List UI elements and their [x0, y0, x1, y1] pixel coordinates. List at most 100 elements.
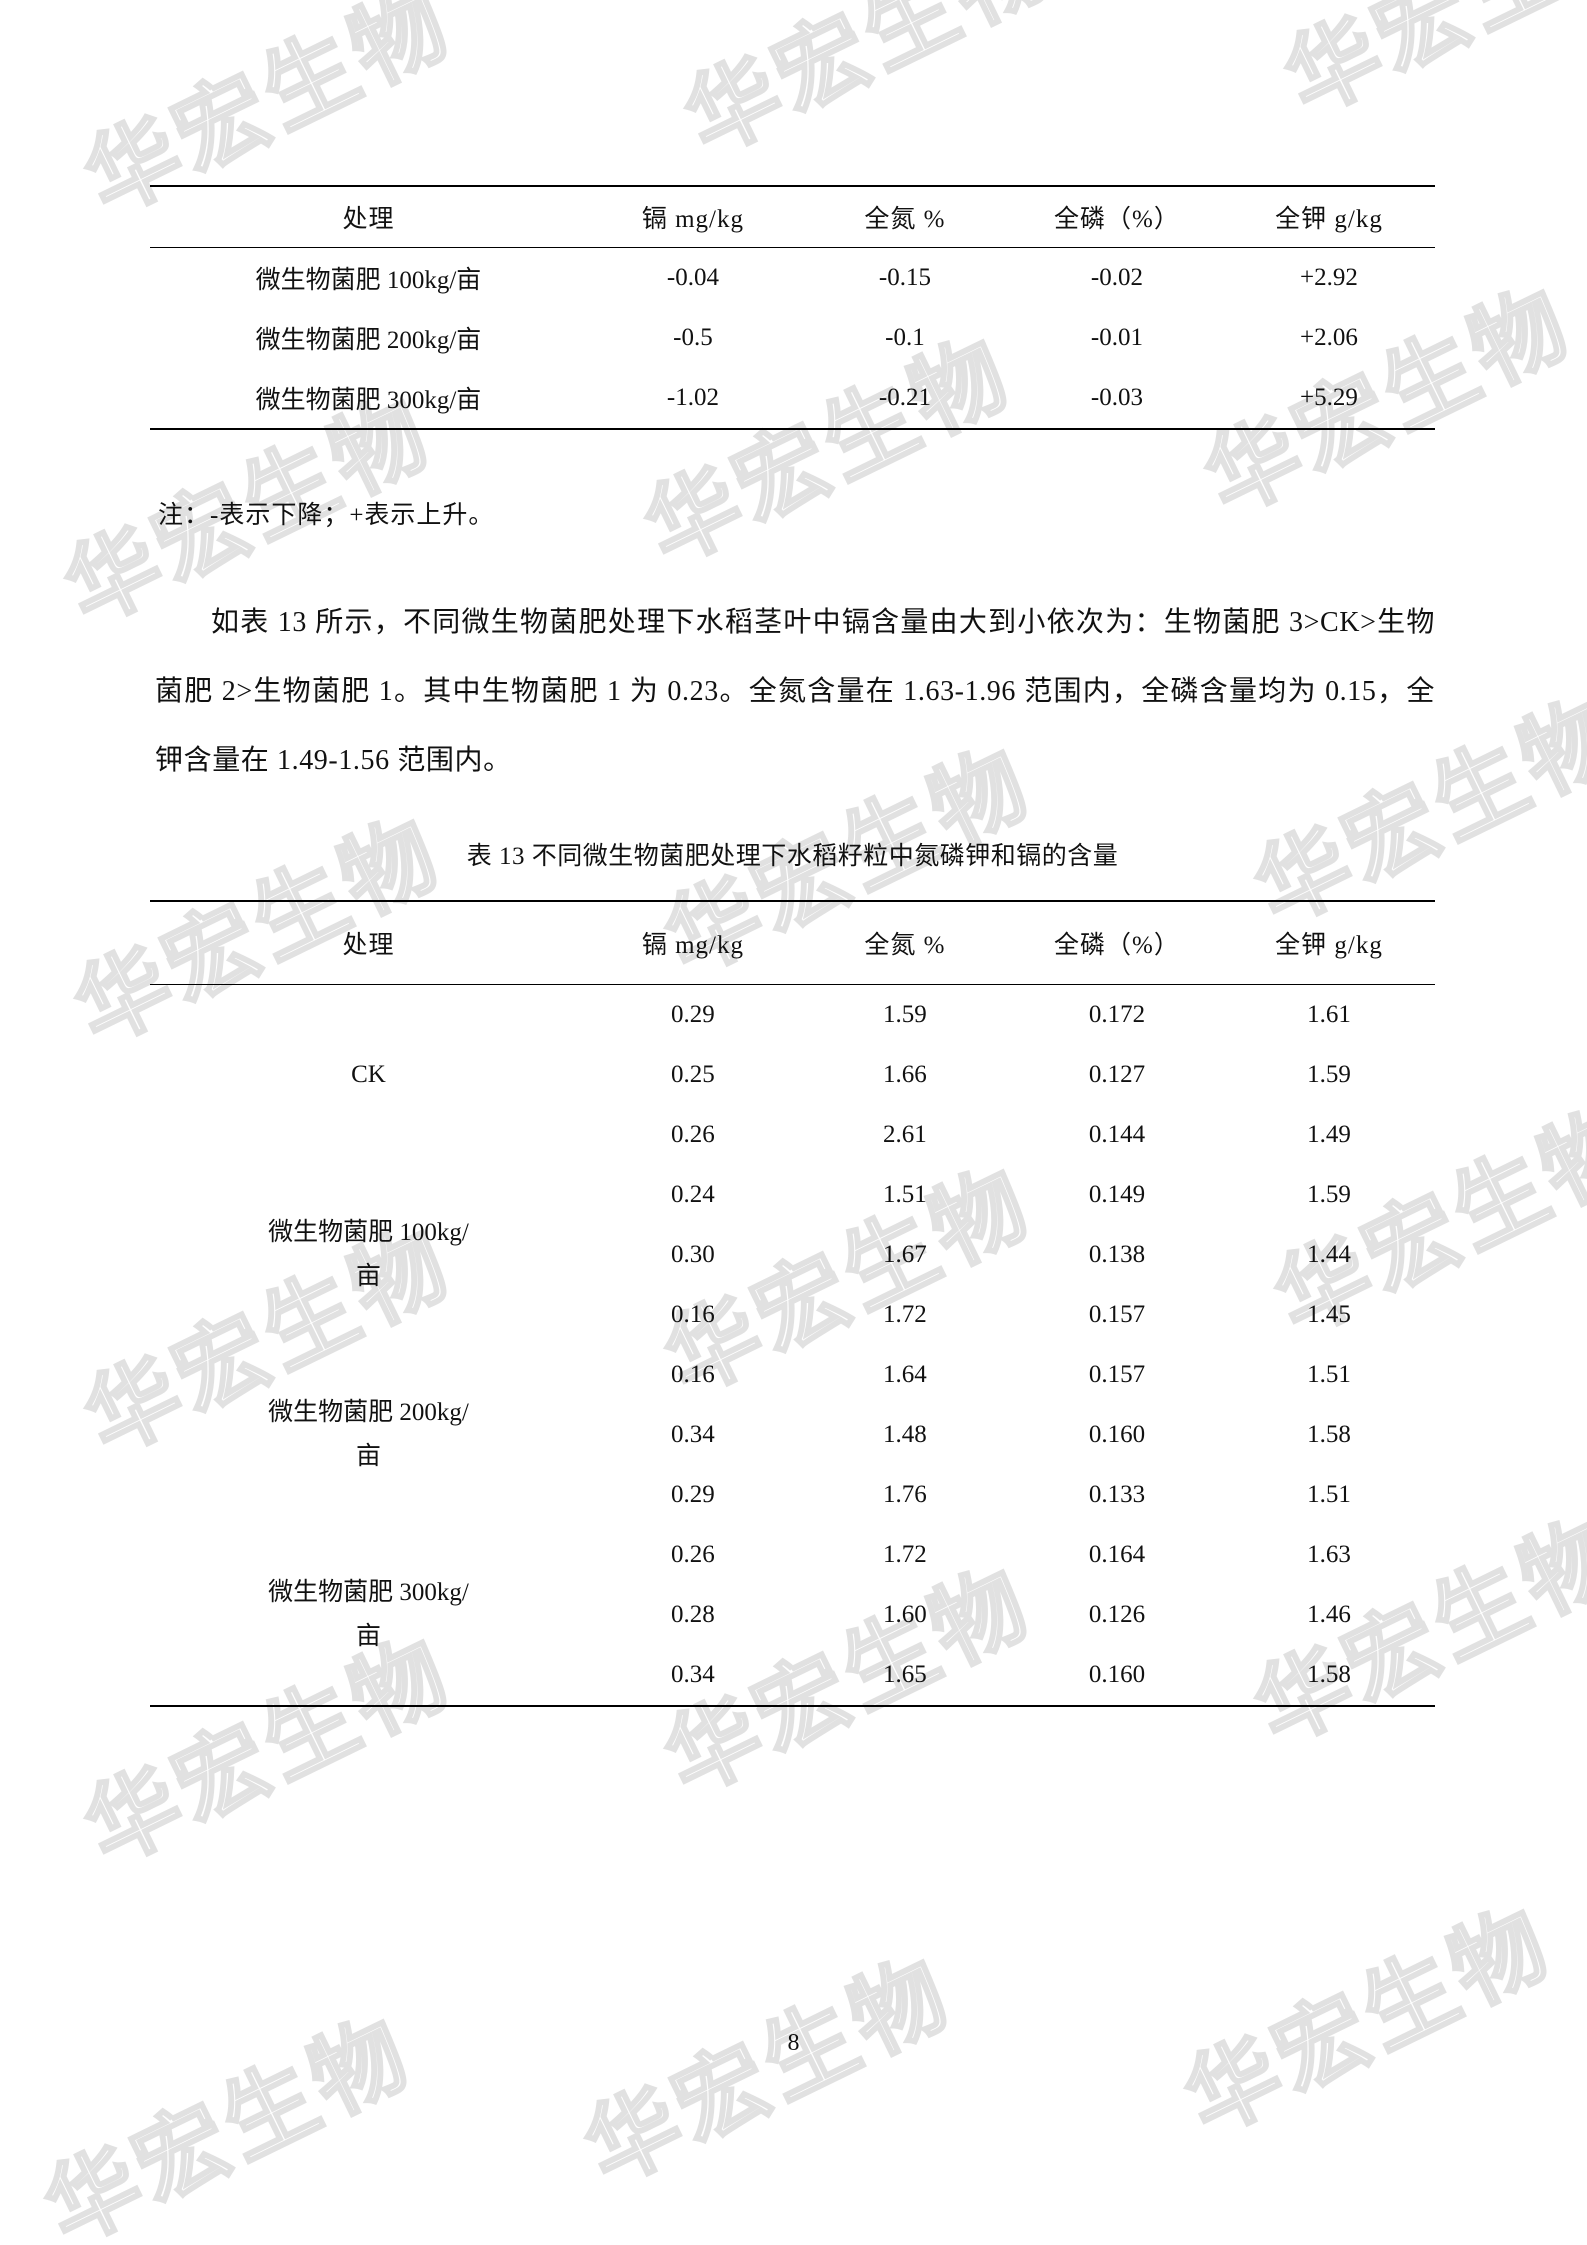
- table-row: 微生物菌肥 100kg/亩 -0.04 -0.15 -0.02 +2.92: [150, 248, 1435, 309]
- body-paragraph: 如表 13 所示，不同微生物菌肥处理下水稻茎叶中镉含量由大到小依次为：生物菌肥 …: [155, 607, 1435, 776]
- cell-nitrogen: 1.64: [883, 1361, 927, 1388]
- cell-nitrogen: 1.66: [883, 1061, 927, 1088]
- cell-nitrogen: 1.76: [883, 1481, 927, 1508]
- table-header-row: 处理 镉 mg/kg 全氮 % 全磷（%） 全钾 g/kg: [150, 901, 1435, 985]
- table-13-header: 处理 镉 mg/kg 全氮 % 全磷（%） 全钾 g/kg: [150, 901, 1435, 985]
- cell-potassium: +5.29: [1300, 384, 1358, 411]
- treatment-line-1: 微生物菌肥 100kg/: [268, 1219, 469, 1246]
- cell-potassium: +2.92: [1300, 264, 1358, 291]
- cell-potassium: 1.44: [1307, 1241, 1351, 1268]
- cell-phosphorus: 0.157: [1088, 1301, 1146, 1328]
- cell-treatment: 微生物菌肥 300kg/亩: [255, 387, 482, 414]
- table-row: 0.26 2.61 0.144 1.49: [150, 1105, 1435, 1165]
- cell-nitrogen: 1.51: [883, 1181, 927, 1208]
- page-number: 8: [787, 2030, 800, 2056]
- column-header-treatment: 处理: [150, 186, 587, 248]
- cell-cadmium: 0.16: [671, 1361, 715, 1388]
- table-12-container: 处理 镉 mg/kg 全氮 % 全磷（%） 全钾 g/kg 微生物菌肥 100k…: [150, 185, 1435, 430]
- table-row: 微生物菌肥 100kg/ 亩 0.24 1.51 0.149 1.59: [150, 1165, 1435, 1290]
- table-row: 0.30 1.67 0.138 1.44: [150, 1225, 1435, 1285]
- cell-phosphorus: 0.160: [1088, 1661, 1146, 1688]
- cell-cadmium: 0.16: [671, 1301, 715, 1328]
- cell-nitrogen: -0.15: [878, 264, 931, 291]
- table-row: 微生物菌肥 300kg/ 亩 0.26 1.72 0.164 1.63: [150, 1525, 1435, 1650]
- cell-cadmium: 0.25: [671, 1061, 715, 1088]
- treatment-line-1: 微生物菌肥 200kg/: [268, 1399, 469, 1426]
- cell-phosphorus: 0.149: [1088, 1181, 1146, 1208]
- cell-nitrogen: 1.48: [883, 1421, 927, 1448]
- treatment-line-2: 亩: [355, 1623, 381, 1650]
- column-header-phosphorus: 全磷（%）: [1010, 186, 1223, 248]
- cell-potassium: 1.63: [1307, 1541, 1351, 1568]
- column-header-potassium: 全钾 g/kg: [1222, 901, 1435, 985]
- cell-phosphorus: 0.172: [1088, 1001, 1146, 1028]
- cell-phosphorus: -0.02: [1090, 264, 1143, 291]
- table-13-body: CK 0.29 1.59 0.172 1.61 0.25 1.66 0.127 …: [150, 985, 1435, 1707]
- treatment-line-2: 亩: [355, 1443, 381, 1470]
- table-row: CK 0.29 1.59 0.172 1.61: [150, 985, 1435, 1088]
- cell-nitrogen: 2.61: [883, 1121, 927, 1148]
- cell-potassium: 1.59: [1307, 1061, 1351, 1088]
- table-row: 0.16 1.72 0.157 1.45: [150, 1285, 1435, 1345]
- cell-cadmium: -0.04: [666, 264, 719, 291]
- cell-phosphorus: 0.144: [1088, 1121, 1146, 1148]
- table-row: 0.25 1.66 0.127 1.59: [150, 1045, 1435, 1105]
- cell-potassium: 1.51: [1307, 1361, 1351, 1388]
- table-13-container: 处理 镉 mg/kg 全氮 % 全磷（%） 全钾 g/kg CK 0.29 1.…: [150, 900, 1435, 1707]
- treatment-line-1: 微生物菌肥 300kg/: [268, 1579, 469, 1606]
- table-row: 微生物菌肥 300kg/亩 -1.02 -0.21 -0.03 +5.29: [150, 368, 1435, 429]
- column-header-nitrogen: 全氮 %: [798, 186, 1011, 248]
- column-header-cadmium: 镉 mg/kg: [586, 901, 799, 985]
- table-13-caption: 表 13 不同微生物菌肥处理下水稻籽粒中氮磷钾和镉的含量: [466, 843, 1119, 870]
- cell-phosphorus: -0.01: [1090, 324, 1143, 351]
- table-12: 处理 镉 mg/kg 全氮 % 全磷（%） 全钾 g/kg 微生物菌肥 100k…: [150, 185, 1435, 430]
- cell-treatment: 微生物菌肥 200kg/亩: [255, 327, 482, 354]
- cell-phosphorus: 0.157: [1088, 1361, 1146, 1388]
- cell-nitrogen: 1.67: [883, 1241, 927, 1268]
- cell-potassium: +2.06: [1300, 324, 1358, 351]
- cell-phosphorus: 0.126: [1088, 1601, 1146, 1628]
- table-row: 0.29 1.76 0.133 1.51: [150, 1465, 1435, 1525]
- table-13: 处理 镉 mg/kg 全氮 % 全磷（%） 全钾 g/kg CK 0.29 1.…: [150, 900, 1435, 1707]
- cell-phosphorus: 0.133: [1088, 1481, 1146, 1508]
- cell-nitrogen: 1.65: [883, 1661, 927, 1688]
- cell-cadmium: -1.02: [666, 384, 719, 411]
- cell-treatment: 微生物菌肥 100kg/亩: [255, 267, 482, 294]
- column-header-phosphorus: 全磷（%）: [1010, 901, 1223, 985]
- cell-nitrogen: 1.59: [883, 1001, 927, 1028]
- cell-potassium: 1.59: [1307, 1181, 1351, 1208]
- table-row: 0.34 1.48 0.160 1.58: [150, 1405, 1435, 1465]
- cell-potassium: 1.58: [1307, 1661, 1351, 1688]
- cell-phosphorus: 0.160: [1088, 1421, 1146, 1448]
- cell-treatment-group: 微生物菌肥 100kg/ 亩: [150, 1165, 587, 1345]
- cell-phosphorus: 0.127: [1088, 1061, 1146, 1088]
- cell-cadmium: 0.30: [671, 1241, 715, 1268]
- cell-nitrogen: 1.72: [883, 1541, 927, 1568]
- cell-nitrogen: 1.60: [883, 1601, 927, 1628]
- cell-phosphorus: -0.03: [1090, 384, 1143, 411]
- cell-cadmium: 0.26: [671, 1121, 715, 1148]
- cell-nitrogen: -0.1: [885, 324, 925, 351]
- table-row: 0.28 1.60 0.126 1.46: [150, 1585, 1435, 1645]
- cell-cadmium: 0.34: [671, 1421, 715, 1448]
- table-row: 微生物菌肥 200kg/ 亩 0.16 1.64 0.157 1.51: [150, 1345, 1435, 1470]
- table-note: 注：-表示下降；+表示上升。: [158, 502, 495, 529]
- column-header-treatment: 处理: [150, 901, 587, 985]
- cell-phosphorus: 0.164: [1088, 1541, 1146, 1568]
- cell-cadmium: 0.34: [671, 1661, 715, 1688]
- cell-cadmium: 0.26: [671, 1541, 715, 1568]
- cell-treatment-group: 微生物菌肥 200kg/ 亩: [150, 1345, 587, 1525]
- cell-cadmium: 0.29: [671, 1001, 715, 1028]
- cell-treatment-group: 微生物菌肥 300kg/ 亩: [150, 1525, 587, 1706]
- cell-potassium: 1.45: [1307, 1301, 1351, 1328]
- table-12-header: 处理 镉 mg/kg 全氮 % 全磷（%） 全钾 g/kg: [150, 186, 1435, 248]
- cell-potassium: 1.46: [1307, 1601, 1351, 1628]
- cell-cadmium: 0.24: [671, 1181, 715, 1208]
- treatment-line-2: 亩: [355, 1263, 381, 1290]
- cell-potassium: 1.51: [1307, 1481, 1351, 1508]
- table-row: 微生物菌肥 200kg/亩 -0.5 -0.1 -0.01 +2.06: [150, 308, 1435, 368]
- table-header-row: 处理 镉 mg/kg 全氮 % 全磷（%） 全钾 g/kg: [150, 186, 1435, 248]
- cell-nitrogen: -0.21: [878, 384, 931, 411]
- cell-nitrogen: 1.72: [883, 1301, 927, 1328]
- cell-potassium: 1.61: [1307, 1001, 1351, 1028]
